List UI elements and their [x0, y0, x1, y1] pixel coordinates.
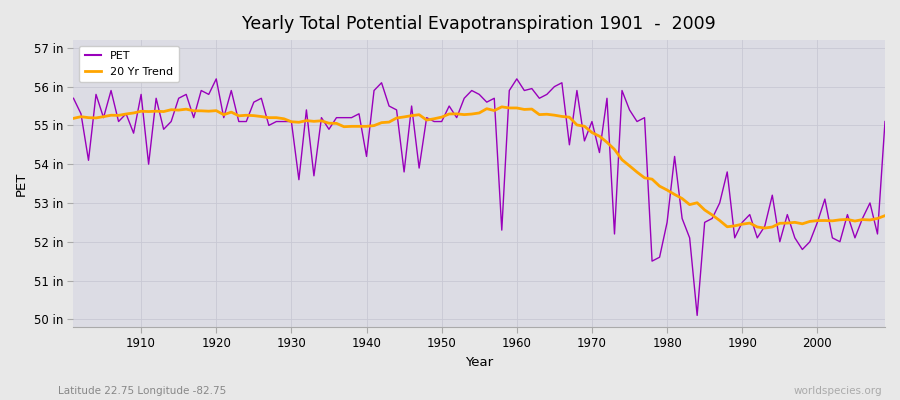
- Legend: PET, 20 Yr Trend: PET, 20 Yr Trend: [79, 46, 179, 82]
- Text: Latitude 22.75 Longitude -82.75: Latitude 22.75 Longitude -82.75: [58, 386, 227, 396]
- X-axis label: Year: Year: [465, 356, 493, 369]
- Y-axis label: PET: PET: [15, 171, 28, 196]
- Text: worldspecies.org: worldspecies.org: [794, 386, 882, 396]
- Title: Yearly Total Potential Evapotranspiration 1901  -  2009: Yearly Total Potential Evapotranspiratio…: [242, 15, 716, 33]
